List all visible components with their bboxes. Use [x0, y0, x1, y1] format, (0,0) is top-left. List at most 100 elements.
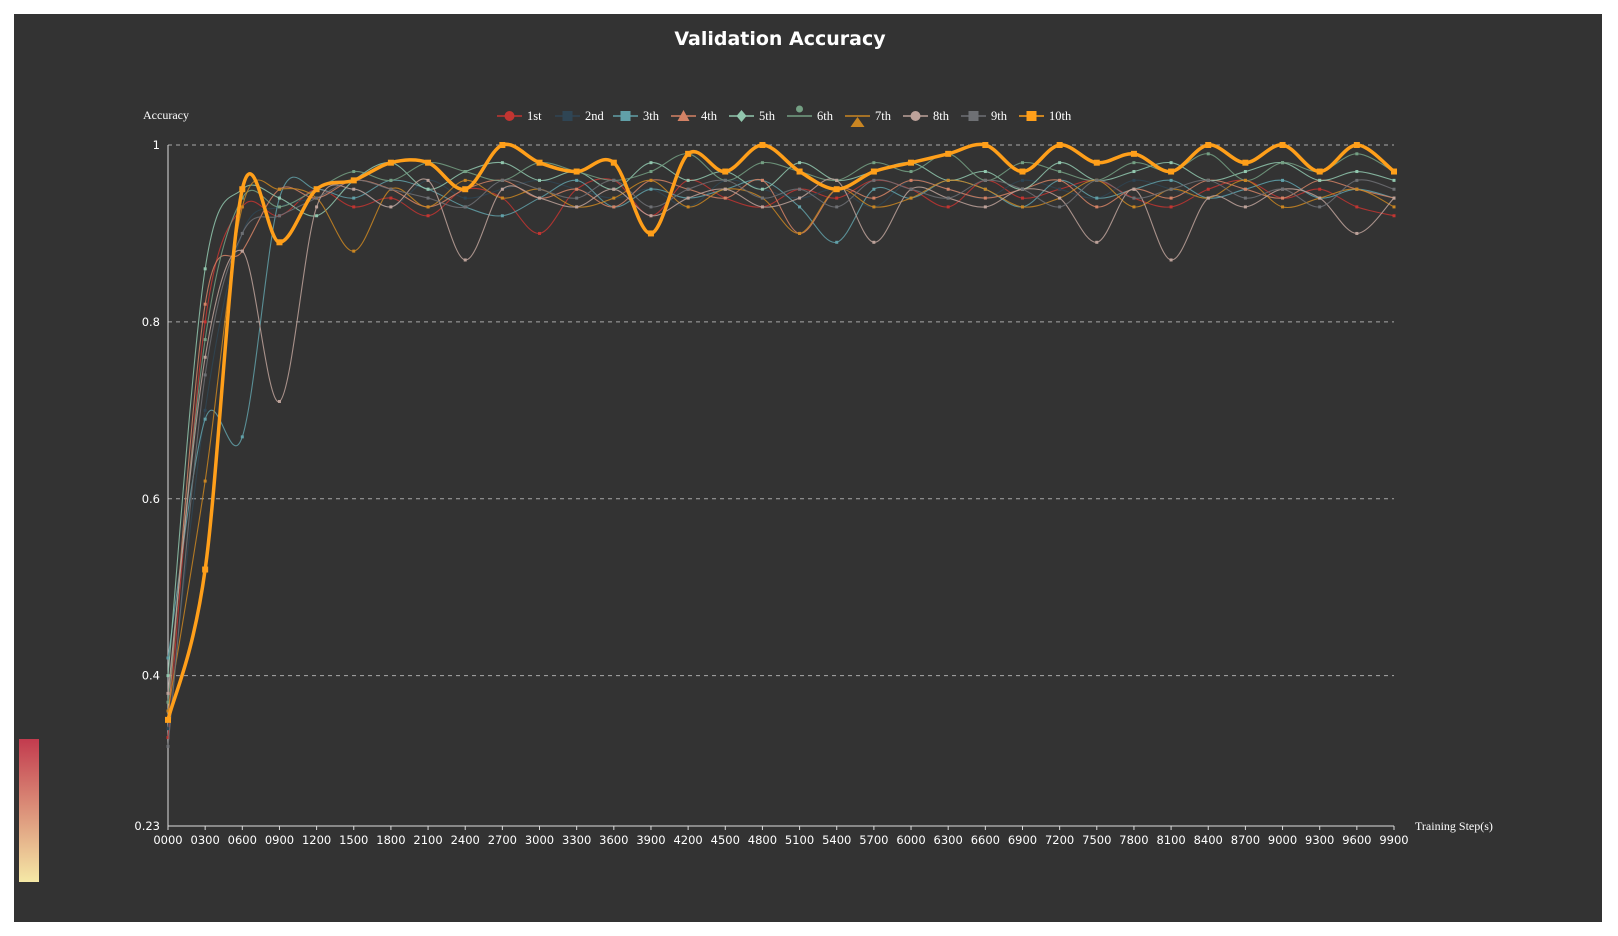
data-point[interactable] — [945, 150, 952, 157]
data-point[interactable] — [1243, 170, 1247, 174]
legend-item-6th[interactable]: 6th — [787, 105, 834, 124]
data-point[interactable] — [463, 205, 467, 209]
data-point[interactable] — [352, 205, 356, 209]
data-point[interactable] — [1169, 205, 1173, 209]
data-point[interactable] — [760, 205, 764, 209]
data-point[interactable] — [203, 373, 207, 377]
data-point[interactable] — [166, 691, 170, 695]
data-point[interactable] — [1056, 142, 1063, 148]
series-9th[interactable] — [166, 178, 1396, 748]
data-point[interactable] — [946, 178, 950, 182]
legend-item-9th[interactable]: 9th — [961, 109, 1008, 123]
data-point[interactable] — [203, 338, 207, 342]
data-point[interactable] — [686, 196, 690, 200]
legend[interactable]: 1st 2nd 3th 4th 5th 6th 7th 8th 9th 10th — [497, 105, 1072, 128]
data-point[interactable] — [722, 168, 729, 175]
data-point[interactable] — [872, 205, 876, 209]
data-point[interactable] — [463, 258, 467, 262]
data-point[interactable] — [1243, 196, 1247, 200]
data-point[interactable] — [1132, 187, 1136, 191]
series-line[interactable] — [167, 178, 1395, 738]
data-point[interactable] — [1169, 196, 1173, 200]
data-point[interactable] — [240, 205, 244, 209]
series-2nd[interactable] — [166, 178, 1396, 731]
data-point[interactable] — [239, 186, 246, 193]
data-point[interactable] — [982, 142, 989, 148]
data-point[interactable] — [463, 196, 467, 200]
data-point[interactable] — [909, 178, 913, 182]
series-line[interactable] — [167, 176, 1395, 659]
data-point[interactable] — [610, 159, 617, 166]
data-point[interactable] — [835, 196, 839, 200]
legend-item-1st[interactable]: 1st — [497, 109, 542, 123]
data-point[interactable] — [612, 196, 616, 200]
data-point[interactable] — [1132, 161, 1136, 165]
data-point[interactable] — [203, 417, 207, 421]
series-line[interactable] — [167, 179, 1395, 712]
data-point[interactable] — [983, 178, 987, 182]
data-point[interactable] — [1169, 161, 1173, 165]
data-point[interactable] — [352, 187, 356, 191]
data-point[interactable] — [649, 161, 653, 165]
data-point[interactable] — [612, 205, 616, 209]
data-point[interactable] — [835, 178, 839, 182]
data-point[interactable] — [760, 187, 764, 191]
data-point[interactable] — [1019, 168, 1026, 175]
data-point[interactable] — [647, 230, 654, 237]
data-point[interactable] — [1130, 150, 1137, 157]
series-line[interactable] — [166, 142, 1396, 721]
data-point[interactable] — [203, 408, 207, 412]
data-point[interactable] — [538, 187, 542, 191]
data-point[interactable] — [1243, 205, 1247, 209]
data-point[interactable] — [649, 170, 653, 174]
data-point[interactable] — [315, 196, 319, 200]
data-point[interactable] — [426, 178, 430, 182]
data-point[interactable] — [1281, 178, 1285, 182]
data-point[interactable] — [426, 205, 430, 209]
data-point[interactable] — [1132, 178, 1136, 182]
data-point[interactable] — [1243, 178, 1247, 182]
data-point[interactable] — [1355, 170, 1359, 174]
series-3th[interactable] — [166, 176, 1396, 660]
series-10th[interactable] — [165, 142, 1397, 723]
series-1st[interactable] — [166, 178, 1396, 740]
data-point[interactable] — [277, 196, 281, 200]
data-point[interactable] — [983, 170, 987, 174]
data-point[interactable] — [463, 178, 467, 182]
data-point[interactable] — [1355, 205, 1359, 209]
data-point[interactable] — [1095, 240, 1099, 244]
data-point[interactable] — [1281, 196, 1285, 200]
data-point[interactable] — [686, 178, 690, 182]
data-point[interactable] — [573, 168, 580, 175]
data-point[interactable] — [872, 161, 876, 165]
data-point[interactable] — [203, 302, 207, 306]
series-5th[interactable] — [166, 161, 1396, 678]
data-point[interactable] — [425, 159, 432, 166]
series-line[interactable] — [167, 179, 1395, 747]
data-point[interactable] — [1318, 205, 1322, 209]
series-line[interactable] — [167, 178, 1395, 720]
data-point[interactable] — [1279, 142, 1286, 148]
data-point[interactable] — [796, 168, 803, 175]
legend-item-10th[interactable]: 10th — [1019, 109, 1072, 123]
series-line[interactable] — [167, 178, 1395, 694]
data-point[interactable] — [389, 187, 393, 191]
legend-item-4th[interactable]: 4th — [671, 109, 718, 123]
data-point[interactable] — [350, 177, 357, 184]
data-point[interactable] — [426, 214, 430, 218]
data-point[interactable] — [798, 205, 802, 209]
data-point[interactable] — [165, 716, 171, 723]
data-point[interactable] — [202, 566, 209, 573]
data-point[interactable] — [1020, 187, 1024, 191]
data-point[interactable] — [1281, 205, 1285, 209]
data-point[interactable] — [872, 178, 876, 182]
data-point[interactable] — [1355, 178, 1359, 182]
legend-item-5th[interactable]: 5th — [729, 109, 776, 123]
data-point[interactable] — [1316, 168, 1323, 175]
data-point[interactable] — [1020, 161, 1024, 165]
data-point[interactable] — [313, 186, 320, 193]
data-point[interactable] — [798, 196, 802, 200]
data-point[interactable] — [798, 231, 802, 235]
series-line[interactable] — [167, 179, 1395, 729]
data-point[interactable] — [389, 196, 393, 200]
